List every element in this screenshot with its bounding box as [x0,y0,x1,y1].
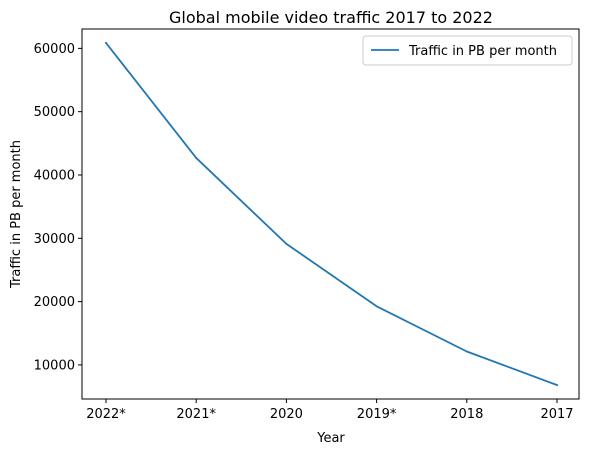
chart-title: Global mobile video traffic 2017 to 2022 [169,8,493,27]
y-tick-label: 30000 [34,232,75,247]
x-tick-label: 2017 [540,407,573,422]
y-axis-label: Traffic in PB per month [9,140,24,289]
legend: Traffic in PB per month [362,35,573,66]
x-tick-label: 2020 [270,407,303,422]
y-tick-label: 40000 [34,168,75,183]
x-axis: 2022* 2021* 2020 2019* 2018 2017 [86,399,574,422]
x-tick-label: 2022* [86,407,126,422]
data-point [375,305,378,308]
data-point [285,242,288,245]
series-group [104,41,559,387]
y-tick-label: 10000 [34,358,75,373]
y-axis: 10000 20000 30000 40000 50000 60000 [34,42,82,373]
legend-label: Traffic in PB per month [408,44,557,59]
y-tick-label: 20000 [34,295,75,310]
series-line [104,41,559,387]
x-tick-label: 2021* [176,407,216,422]
data-point [105,42,107,44]
data-point [465,350,468,353]
legend-box [362,35,573,66]
x-tick-label: 2018 [450,407,483,422]
data-point [556,384,558,386]
x-axis-label: Year [316,431,345,446]
plot-area-frame [81,28,580,400]
y-tick-label: 50000 [34,105,75,120]
data-point [195,157,198,159]
x-tick-label: 2019* [357,407,397,422]
y-tick-label: 60000 [34,42,75,57]
